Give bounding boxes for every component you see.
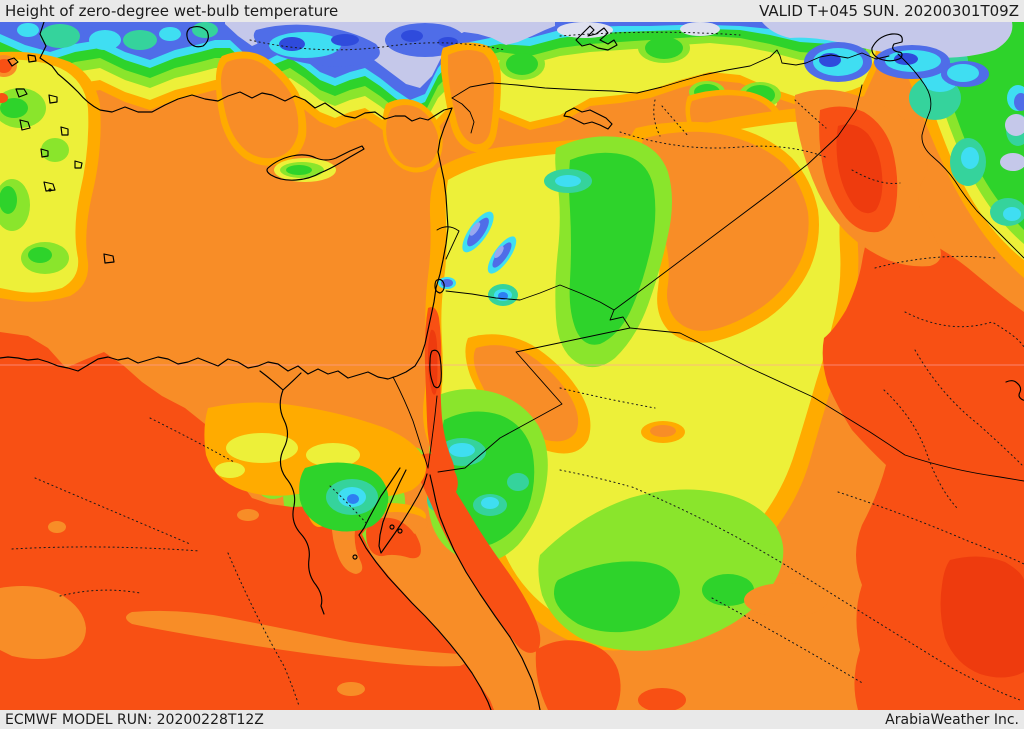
fill-aegean-green [0,98,52,263]
map-title: Height of zero-degree wet-bulb temperatu… [5,2,339,20]
fill-lebanon-periwinkle [469,222,504,258]
map-header-bar: Height of zero-degree wet-bulb temperatu… [0,0,1024,22]
dotted-lines [11,31,1024,707]
coastlines [0,22,1024,710]
fill-syrian-desert-orange [640,131,809,331]
fill-east-red-core [940,556,1024,678]
fill-strip-teal-blobs [40,22,218,50]
fill-strip-deepblue-cores [279,30,918,67]
fill-negypt-yellow-spots [215,433,360,478]
fill-ne-lavender-spots [1000,114,1024,171]
map-footer-bar: ECMWF MODEL RUN: 20200228T12Z ArabiaWeat… [0,710,1024,729]
fill-egypt-red [0,307,686,710]
fill-wjordan-orange [473,345,676,442]
country-borders [392,49,1024,482]
valid-time-label: VALID T+045 SUN. 20200301T09Z [759,2,1019,20]
fill-rift-red-core [428,329,438,395]
fill-cyprus-green [286,165,312,175]
fill-iraq-red-core [836,124,883,214]
model-run-label: ECMWF MODEL RUN: 20200228T12Z [5,711,264,728]
weather-map [0,22,1024,710]
fill-sinai-blue2 [347,494,359,504]
credit-label: ArabiaWeather Inc. [885,711,1019,728]
